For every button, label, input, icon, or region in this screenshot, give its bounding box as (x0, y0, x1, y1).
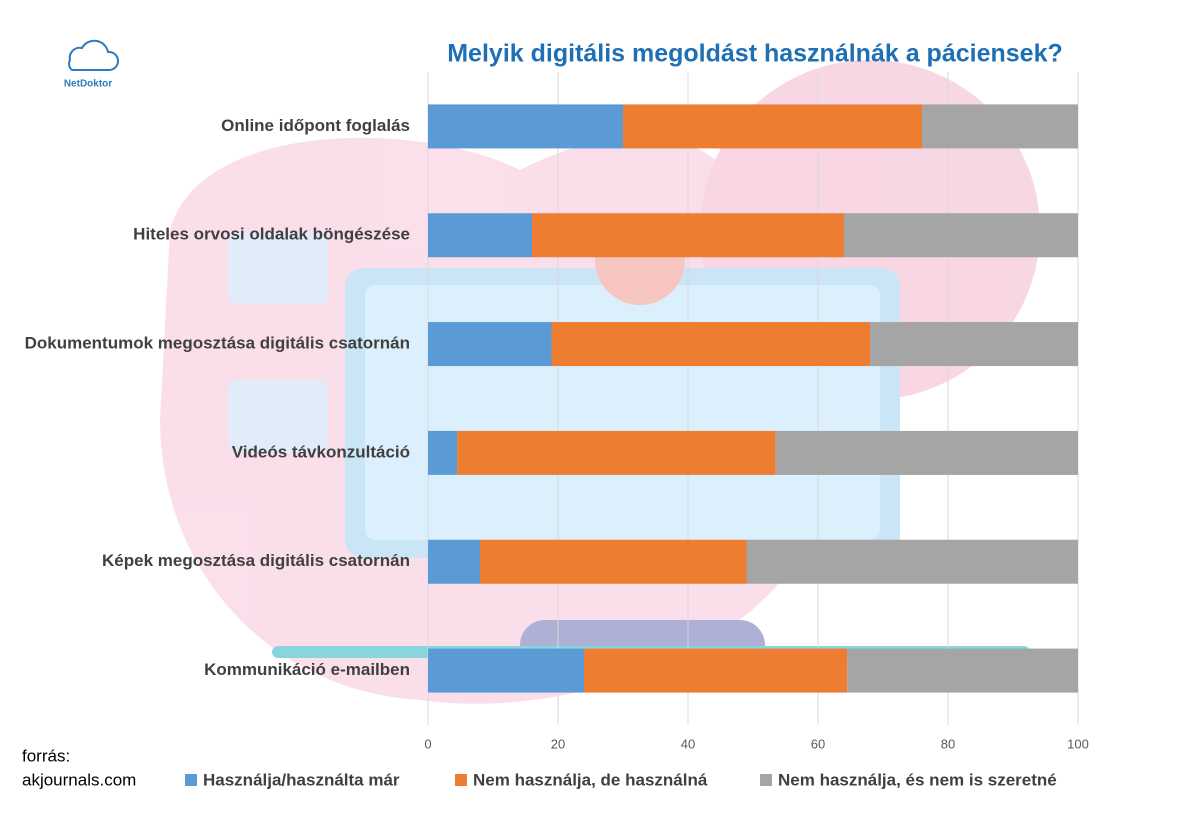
logo: NetDoktor (64, 39, 119, 90)
bar-segment (775, 430, 1078, 475)
legend-swatch (455, 774, 467, 786)
y-tick-label: Dokumentumok megosztása digitális csator… (25, 334, 410, 353)
bar-segment (428, 648, 584, 693)
bar-segment (428, 322, 552, 367)
x-tick-label: 0 (424, 736, 431, 751)
bar-segment (457, 430, 776, 475)
y-tick-label: Online időpont foglalás (221, 116, 410, 135)
legend-label: Használja/használta már (203, 770, 400, 789)
bar-segment (551, 322, 870, 367)
legend-swatch (760, 774, 772, 786)
background-illustration (160, 60, 1040, 704)
source-label: forrás: (22, 746, 70, 765)
bar-segment (844, 213, 1078, 258)
x-tick-label: 100 (1067, 736, 1089, 751)
bar-segment (428, 430, 458, 475)
x-tick-label: 40 (681, 736, 695, 751)
legend-swatch (185, 774, 197, 786)
bar-segment (532, 213, 844, 258)
bar-segment (428, 539, 480, 584)
bar-segment (428, 213, 532, 258)
y-tick-label: Képek megosztása digitális csatornán (102, 551, 410, 570)
y-tick-label: Videós távkonzultáció (232, 442, 410, 461)
chart-title: Melyik digitális megoldást használnák a … (447, 40, 1063, 68)
bar-segment (480, 539, 747, 584)
y-tick-label: Kommunikáció e-mailben (204, 660, 410, 679)
bar-segment (922, 104, 1078, 149)
bar-segment (584, 648, 848, 693)
bar-segment (746, 539, 1078, 584)
x-tick-label: 80 (941, 736, 955, 751)
x-tick-label: 60 (811, 736, 825, 751)
bar-segment (847, 648, 1078, 693)
logo-text: NetDoktor (64, 79, 112, 90)
legend-label: Nem használja, és nem is szeretné (778, 770, 1057, 789)
bar-segment (428, 104, 623, 149)
bar-segment (623, 104, 922, 149)
x-tick-label: 20 (551, 736, 565, 751)
bar-segment (870, 322, 1078, 367)
y-tick-label: Hiteles orvosi oldalak böngészése (133, 225, 410, 244)
source: akjournals.com (22, 770, 136, 789)
legend-label: Nem használja, de használná (473, 770, 708, 789)
